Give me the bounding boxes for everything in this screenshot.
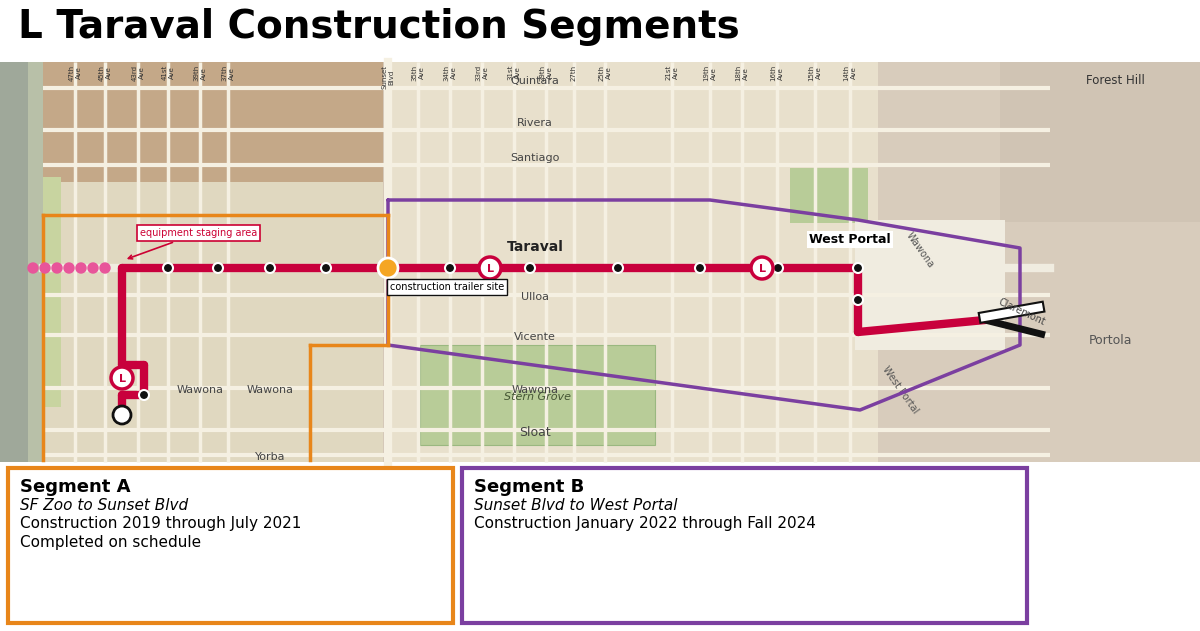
Text: 29th
Ave: 29th Ave <box>540 65 552 81</box>
Text: Ulloa: Ulloa <box>521 292 550 302</box>
Bar <box>854 220 1006 350</box>
Text: Sunset
Blvd: Sunset Blvd <box>382 65 395 89</box>
Text: Construction January 2022 through Fall 2024: Construction January 2022 through Fall 2… <box>474 516 816 531</box>
Text: 34th
Ave: 34th Ave <box>444 65 456 81</box>
Text: Wawona: Wawona <box>511 385 558 395</box>
Circle shape <box>76 263 86 273</box>
Text: Wawona: Wawona <box>176 385 223 395</box>
Circle shape <box>112 367 133 389</box>
Text: L Taraval Construction Segments: L Taraval Construction Segments <box>18 8 739 46</box>
Text: 43rd
Ave: 43rd Ave <box>132 65 144 81</box>
Text: Segment A: Segment A <box>20 478 131 496</box>
Circle shape <box>265 263 275 273</box>
Circle shape <box>163 263 173 273</box>
Circle shape <box>751 257 773 279</box>
Text: Completed on schedule: Completed on schedule <box>20 535 202 550</box>
Bar <box>28 62 43 462</box>
Circle shape <box>526 263 535 273</box>
Text: 16th
Ave: 16th Ave <box>770 65 784 81</box>
Text: Construction 2019 through July 2021: Construction 2019 through July 2021 <box>20 516 301 531</box>
Bar <box>388 62 878 462</box>
Bar <box>43 182 383 462</box>
Text: Sunset Blvd to West Portal: Sunset Blvd to West Portal <box>474 498 678 513</box>
Bar <box>979 302 1044 323</box>
Text: construction trailer site: construction trailer site <box>390 282 504 292</box>
Bar <box>0 62 28 462</box>
Circle shape <box>479 257 502 279</box>
Circle shape <box>139 390 149 400</box>
Text: Santiago: Santiago <box>510 153 559 163</box>
Text: Vicente: Vicente <box>514 332 556 342</box>
Text: Yorba: Yorba <box>254 452 286 462</box>
Circle shape <box>613 263 623 273</box>
Text: West Portal: West Portal <box>809 233 890 246</box>
Text: 33rd
Ave: 33rd Ave <box>475 65 488 81</box>
Bar <box>43 177 61 407</box>
Text: 15th
Ave: 15th Ave <box>809 65 822 81</box>
Circle shape <box>773 263 784 273</box>
Text: Segment B: Segment B <box>474 478 584 496</box>
Circle shape <box>88 263 98 273</box>
Text: Forest Hill: Forest Hill <box>1086 74 1145 87</box>
Text: 35th
Ave: 35th Ave <box>412 65 425 81</box>
Text: SF Zoo to Sunset Blvd: SF Zoo to Sunset Blvd <box>20 498 188 513</box>
Circle shape <box>28 263 38 273</box>
Circle shape <box>445 263 455 273</box>
Text: 39th
Ave: 39th Ave <box>193 65 206 81</box>
Text: Quintara: Quintara <box>510 76 559 86</box>
Bar <box>43 62 383 182</box>
Text: 31st
Ave: 31st Ave <box>508 65 521 80</box>
Text: 14th
Ave: 14th Ave <box>844 65 857 81</box>
FancyBboxPatch shape <box>462 468 1027 623</box>
Text: 25th
Ave: 25th Ave <box>599 65 612 81</box>
Text: Stern Grove: Stern Grove <box>504 392 570 402</box>
Text: Taraval: Taraval <box>506 240 564 254</box>
Text: 27th: 27th <box>571 65 577 81</box>
Text: 19th
Ave: 19th Ave <box>703 65 716 81</box>
Text: Portola: Portola <box>1088 334 1132 346</box>
Circle shape <box>113 406 131 424</box>
Text: L: L <box>758 264 766 274</box>
Circle shape <box>853 295 863 305</box>
Circle shape <box>100 263 110 273</box>
Bar <box>790 168 868 223</box>
Bar <box>1000 62 1200 222</box>
FancyBboxPatch shape <box>8 468 454 623</box>
Circle shape <box>64 263 74 273</box>
Text: West Portal: West Portal <box>880 365 920 415</box>
Circle shape <box>378 258 398 278</box>
Circle shape <box>695 263 706 273</box>
Text: 37th
Ave: 37th Ave <box>222 65 234 81</box>
Circle shape <box>214 263 223 273</box>
Text: L: L <box>486 264 493 274</box>
Circle shape <box>322 263 331 273</box>
Text: Sloat: Sloat <box>520 425 551 439</box>
Text: 21st
Ave: 21st Ave <box>666 65 678 80</box>
Text: Wawona: Wawona <box>904 230 936 269</box>
Circle shape <box>40 263 50 273</box>
Text: 45th
Ave: 45th Ave <box>98 65 112 81</box>
Text: 47th
Ave: 47th Ave <box>68 65 82 81</box>
Text: Wawona: Wawona <box>246 385 294 395</box>
Text: 18th
Ave: 18th Ave <box>736 65 749 81</box>
Text: 41st
Ave: 41st Ave <box>162 65 174 80</box>
Circle shape <box>52 263 62 273</box>
Text: Rivera: Rivera <box>517 118 553 128</box>
Bar <box>878 62 1200 462</box>
Bar <box>420 345 655 445</box>
Text: Claremont: Claremont <box>997 297 1048 327</box>
Text: equipment staging area: equipment staging area <box>128 228 257 259</box>
Circle shape <box>853 263 863 273</box>
Text: L: L <box>119 374 126 384</box>
Bar <box>0 62 1200 462</box>
